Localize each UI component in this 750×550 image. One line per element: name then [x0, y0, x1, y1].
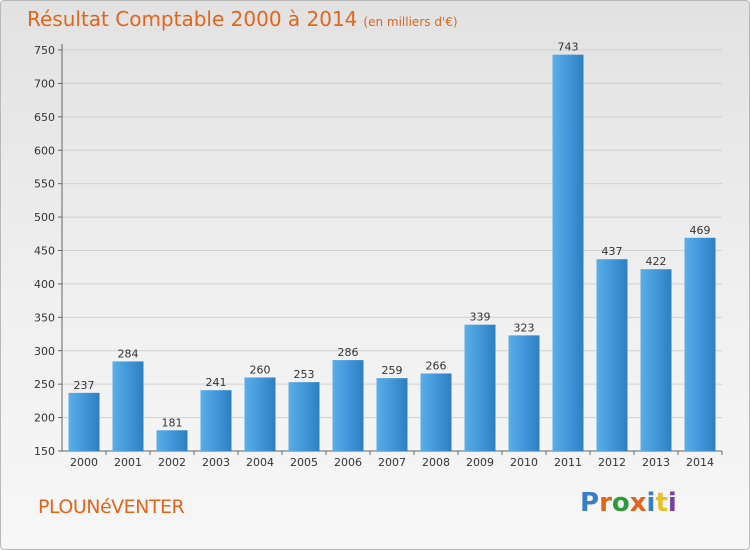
x-tick-label: 2002 [158, 456, 186, 469]
x-tick-label: 2006 [334, 456, 362, 469]
bar-2012 [596, 259, 628, 451]
data-label: 253 [294, 368, 315, 381]
x-tick-label: 2000 [70, 456, 98, 469]
data-labels: 237 284 181 241 260 253 286 259 266 339 323 743 437 4… [74, 41, 711, 430]
bar-2013 [640, 269, 672, 451]
brand-letter: i [646, 488, 656, 518]
y-tick-label: 500 [34, 211, 55, 224]
y-tick-label: 250 [34, 378, 55, 391]
bar-2002 [156, 430, 188, 451]
data-label: 339 [470, 311, 491, 324]
bar-2009 [464, 324, 496, 451]
chart-title-text: Résultat Comptable 2000 à 2014 [27, 7, 358, 31]
bar-2000 [68, 392, 100, 451]
brand-letter: o [611, 488, 630, 518]
y-tick-label: 700 [34, 77, 55, 90]
x-tick-label: 2001 [114, 456, 142, 469]
bar-2007 [376, 378, 408, 451]
y-tick-label: 550 [34, 178, 55, 191]
x-tick-label: 2010 [510, 456, 538, 469]
proxiti-logo: Proxiti [580, 488, 677, 518]
data-label: 260 [250, 363, 271, 376]
bar-2008 [420, 373, 452, 451]
bar-2010 [508, 335, 540, 451]
data-label: 469 [690, 224, 711, 237]
bar-2014 [684, 237, 716, 451]
data-label: 241 [206, 376, 227, 389]
brand-letter: r [599, 488, 612, 518]
data-label: 286 [338, 346, 359, 359]
bar-2004 [244, 377, 276, 451]
data-label: 284 [118, 347, 139, 360]
bar-2006 [332, 360, 364, 451]
data-label: 237 [74, 379, 95, 392]
bar-2003 [200, 390, 232, 451]
bar-2005 [288, 382, 320, 451]
y-tick-label: 650 [34, 111, 55, 124]
y-tick-label: 450 [34, 245, 55, 258]
x-tick-label: 2012 [598, 456, 626, 469]
bar-2001 [112, 361, 144, 451]
y-tick-label: 750 [34, 44, 55, 57]
y-tick-label: 150 [34, 445, 55, 458]
data-label: 323 [514, 321, 535, 334]
x-tick-label: 2009 [466, 456, 494, 469]
x-tick-label: 2011 [554, 456, 582, 469]
x-tick-labels: 2000 2001 2002 2003 2004 2005 2006 2007 2008 2009… [70, 451, 723, 469]
bar-2011 [552, 54, 584, 451]
y-tick-label: 300 [34, 345, 55, 358]
x-tick-label: 2005 [290, 456, 318, 469]
chart-subtitle: (en milliers d'€) [363, 15, 458, 29]
data-label: 266 [426, 359, 447, 372]
bars [68, 54, 716, 451]
x-tick-label: 2008 [422, 456, 450, 469]
data-label: 259 [382, 364, 403, 377]
brand-letter: x [629, 488, 647, 518]
x-tick-label: 2004 [246, 456, 274, 469]
y-tick-label: 200 [34, 412, 55, 425]
data-label: 437 [602, 245, 623, 258]
chart-title: Résultat Comptable 2000 à 2014 (en millie… [27, 7, 458, 31]
data-label: 181 [162, 416, 183, 429]
y-tick-labels: 150 200 250 300 350 400 450 500 550 600 650 700 750 [34, 44, 62, 458]
x-tick-label: 2003 [202, 456, 230, 469]
brand-letter: P [580, 488, 600, 518]
y-tick-label: 350 [34, 311, 55, 324]
brand-letter: t [655, 488, 668, 518]
y-tick-label: 400 [34, 278, 55, 291]
data-label: 743 [558, 41, 579, 54]
brand-letter: i [667, 488, 677, 518]
y-tick-label: 600 [34, 144, 55, 157]
x-tick-label: 2007 [378, 456, 406, 469]
commune-name: PLOUNéVENTER [38, 496, 185, 518]
x-tick-label: 2013 [642, 456, 670, 469]
data-label: 422 [646, 255, 667, 268]
x-tick-label: 2014 [686, 456, 714, 469]
